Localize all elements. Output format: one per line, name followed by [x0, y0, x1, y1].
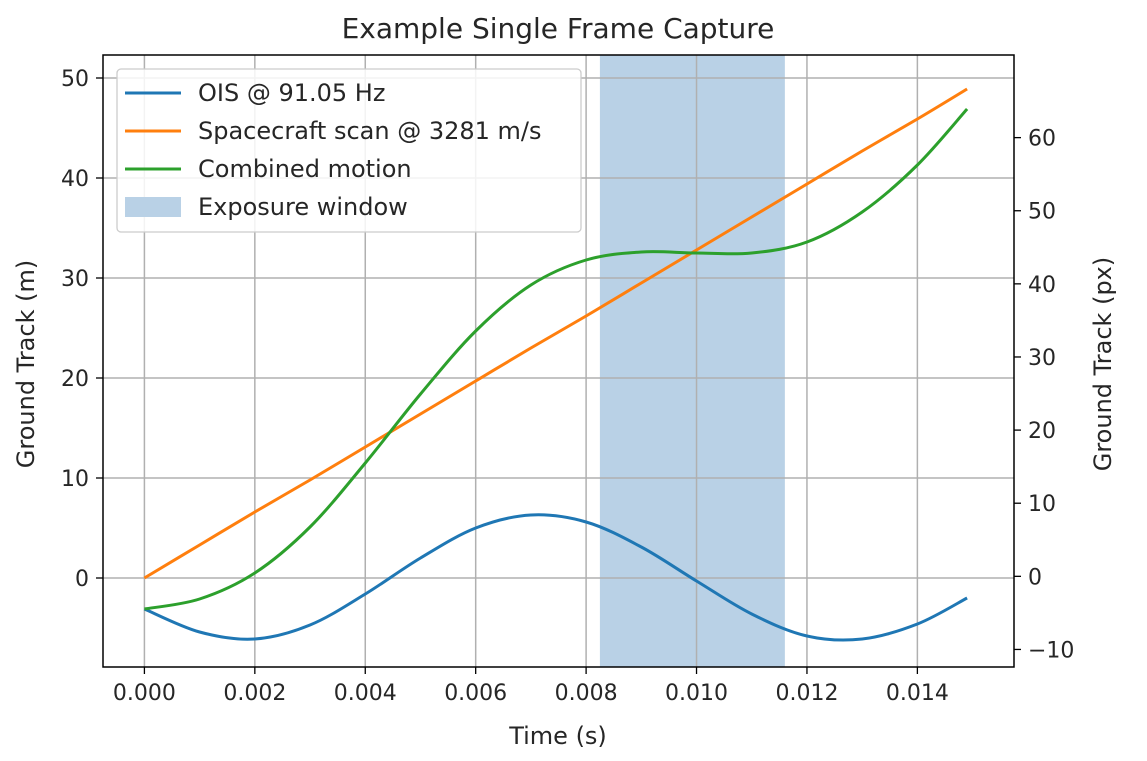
spacecraft-scan-line [143, 87, 968, 580]
x-tick-label: 0.014 [886, 681, 949, 706]
y2-tick-label: 10 [1028, 492, 1056, 517]
x-tick-label: 0.006 [444, 681, 507, 706]
legend-item-ois: OIS @ 91.05 Hz [125, 79, 385, 107]
ois-line [143, 513, 968, 642]
y-tick-label: 10 [61, 467, 89, 492]
combined-motion-line [144, 108, 969, 611]
legend: OIS @ 91.05 Hz Spacecraft scan @ 3281 m/s… [116, 68, 582, 233]
x-tick-label: 0.012 [775, 681, 838, 706]
y-tick-label: 20 [61, 367, 89, 392]
exposure-layer [599, 55, 785, 667]
y-tick-label: 50 [61, 67, 89, 92]
x-tick-label: 0.000 [113, 681, 176, 706]
y2-tick-label: 50 [1028, 200, 1056, 225]
legend-patch-swatch [125, 197, 181, 217]
y2-tick-label: −10 [1028, 638, 1074, 663]
legend-label: Exposure window [198, 193, 408, 221]
x-tick-label: 0.010 [665, 681, 728, 706]
y2-tick-label: 60 [1028, 127, 1056, 152]
y2-tick-label: 20 [1028, 419, 1056, 444]
y-tick-label: 30 [61, 267, 89, 292]
legend-box [116, 68, 582, 233]
x-tick-label: 0.004 [334, 681, 397, 706]
y-tick-label: 40 [61, 167, 89, 192]
y2-axis-label: Ground Track (px) [1089, 257, 1117, 472]
y2-tick-label: 40 [1028, 273, 1056, 298]
y2-tick-label: 30 [1028, 346, 1056, 371]
legend-label: Combined motion [198, 155, 412, 183]
plot-frame [102, 54, 1015, 668]
chart-title: Example Single Frame Capture [342, 12, 775, 45]
x-tick-label: 0.008 [555, 681, 618, 706]
legend-label: OIS @ 91.05 Hz [198, 79, 385, 107]
y2-tick-label: 0 [1028, 565, 1042, 590]
y-tick-label: 0 [75, 567, 89, 592]
x-tick-label: 0.002 [223, 681, 286, 706]
ticks-layer: 0.000 0.002 0.004 0.006 0.008 0.010 0.012 0.014… [61, 67, 1074, 706]
legend-label: Spacecraft scan @ 3281 m/s [198, 117, 542, 145]
legend-item-combined-motion: Combined motion [125, 155, 412, 183]
y-axis-label: Ground Track (m) [12, 260, 40, 468]
axes-frame [102, 54, 1015, 668]
legend-item-exposure-window: Exposure window [125, 193, 408, 221]
x-axis-label: Time (s) [508, 722, 607, 750]
exposure-window-band [599, 55, 785, 667]
legend-item-spacecraft-scan: Spacecraft scan @ 3281 m/s [125, 117, 542, 145]
series-layer [143, 87, 969, 642]
